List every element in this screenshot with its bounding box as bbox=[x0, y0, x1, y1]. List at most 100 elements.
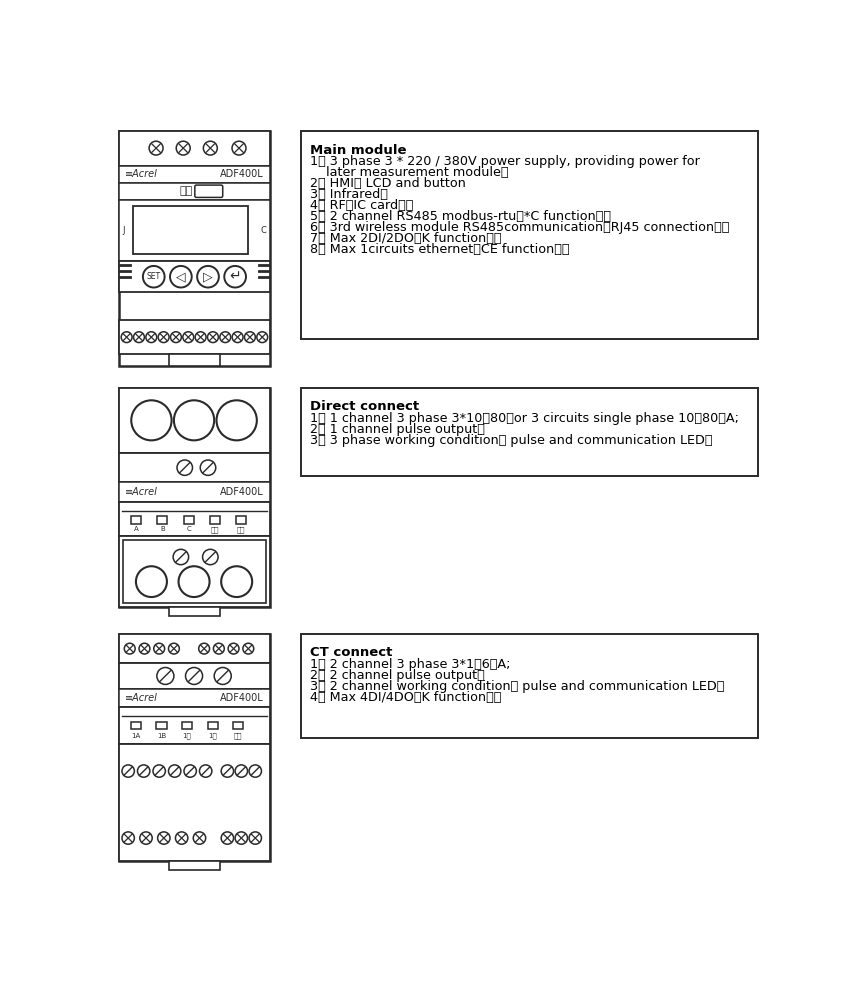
Text: J: J bbox=[123, 226, 124, 235]
Text: 2、 1 channel pulse output；: 2、 1 channel pulse output； bbox=[311, 423, 485, 436]
Bar bbox=[119, 707, 270, 744]
Circle shape bbox=[221, 831, 233, 844]
Circle shape bbox=[200, 460, 215, 476]
Text: later measurement module；: later measurement module； bbox=[311, 166, 509, 179]
Text: ≡Acrel: ≡Acrel bbox=[125, 693, 158, 703]
Circle shape bbox=[137, 765, 150, 778]
Text: 7、 Max 2DI/2DO（K function）；: 7、 Max 2DI/2DO（K function）； bbox=[311, 232, 502, 245]
Bar bbox=[119, 501, 270, 536]
Text: 3、 Infrared；: 3、 Infrared； bbox=[311, 188, 388, 201]
Text: 6、 3rd wireless module RS485communication（RJ45 connection）；: 6、 3rd wireless module RS485communicatio… bbox=[311, 221, 729, 234]
Bar bbox=[119, 663, 270, 689]
Bar bbox=[119, 536, 270, 607]
Circle shape bbox=[224, 266, 246, 287]
Circle shape bbox=[235, 831, 247, 844]
Bar bbox=[184, 516, 194, 523]
Text: ◁: ◁ bbox=[176, 270, 185, 283]
Circle shape bbox=[124, 643, 136, 654]
Bar bbox=[157, 516, 167, 523]
Text: 2、 HMI： LCD and button: 2、 HMI： LCD and button bbox=[311, 177, 466, 190]
Circle shape bbox=[178, 566, 209, 597]
Text: 通信: 通信 bbox=[234, 733, 243, 739]
Bar bbox=[123, 540, 266, 603]
Circle shape bbox=[140, 831, 152, 844]
Bar bbox=[119, 744, 270, 861]
Bar bbox=[301, 132, 758, 339]
Circle shape bbox=[197, 266, 219, 287]
Bar bbox=[156, 722, 166, 730]
Circle shape bbox=[168, 643, 179, 654]
Bar bbox=[119, 132, 270, 366]
Bar bbox=[131, 722, 141, 730]
Circle shape bbox=[214, 668, 232, 684]
Circle shape bbox=[121, 332, 132, 343]
Bar bbox=[236, 516, 246, 523]
Bar bbox=[131, 516, 141, 523]
Text: 1、 2 channel 3 phase 3*1（6）A;: 1、 2 channel 3 phase 3*1（6）A; bbox=[311, 658, 511, 671]
Circle shape bbox=[183, 332, 194, 343]
Circle shape bbox=[199, 765, 212, 778]
Circle shape bbox=[157, 668, 174, 684]
Text: 1A: 1A bbox=[131, 733, 141, 739]
Bar bbox=[169, 355, 220, 366]
Text: ADF400L: ADF400L bbox=[220, 693, 263, 703]
Text: C: C bbox=[261, 226, 267, 235]
Circle shape bbox=[221, 765, 233, 778]
Circle shape bbox=[158, 831, 170, 844]
Circle shape bbox=[122, 831, 135, 844]
Circle shape bbox=[171, 332, 181, 343]
Bar bbox=[119, 388, 270, 453]
Bar bbox=[119, 320, 270, 355]
FancyBboxPatch shape bbox=[195, 185, 223, 197]
Bar bbox=[119, 261, 270, 292]
Bar bbox=[133, 205, 248, 253]
Bar bbox=[119, 166, 270, 182]
Bar bbox=[119, 483, 270, 501]
Text: 2、 2 channel pulse output；: 2、 2 channel pulse output； bbox=[311, 669, 485, 682]
Text: 3、 3 phase working condition、 pulse and communication LED；: 3、 3 phase working condition、 pulse and … bbox=[311, 434, 713, 447]
Circle shape bbox=[208, 332, 218, 343]
Circle shape bbox=[139, 643, 150, 654]
Text: CT connect: CT connect bbox=[311, 646, 393, 659]
Circle shape bbox=[221, 566, 252, 597]
Text: 脉冲: 脉冲 bbox=[211, 526, 220, 532]
Text: 1B: 1B bbox=[157, 733, 166, 739]
Text: 1、 3 phase 3 * 220 / 380V power supply, providing power for: 1、 3 phase 3 * 220 / 380V power supply, … bbox=[311, 156, 700, 168]
Bar bbox=[182, 722, 192, 730]
Bar bbox=[208, 722, 218, 730]
Bar bbox=[169, 607, 220, 616]
Bar bbox=[119, 634, 270, 861]
Bar bbox=[119, 199, 270, 261]
Bar bbox=[119, 634, 270, 663]
Circle shape bbox=[216, 401, 257, 441]
Circle shape bbox=[136, 566, 167, 597]
Bar bbox=[119, 182, 270, 199]
Circle shape bbox=[170, 266, 191, 287]
Circle shape bbox=[233, 332, 243, 343]
Circle shape bbox=[175, 831, 188, 844]
Circle shape bbox=[220, 332, 231, 343]
Text: 1脉: 1脉 bbox=[183, 733, 191, 739]
Text: ↵: ↵ bbox=[229, 270, 241, 284]
Text: 5、 2 channel RS485 modbus-rtu（*C function）；: 5、 2 channel RS485 modbus-rtu（*C functio… bbox=[311, 210, 611, 223]
Bar bbox=[301, 634, 758, 738]
Circle shape bbox=[184, 765, 196, 778]
Circle shape bbox=[173, 549, 189, 564]
Text: 3、 2 channel working condition、 pulse and communication LED；: 3、 2 channel working condition、 pulse an… bbox=[311, 680, 725, 693]
Bar bbox=[119, 132, 270, 166]
Text: 红外: 红外 bbox=[179, 186, 192, 196]
Circle shape bbox=[143, 266, 165, 287]
Circle shape bbox=[158, 332, 169, 343]
Circle shape bbox=[168, 765, 181, 778]
Text: 通信: 通信 bbox=[237, 526, 245, 532]
Text: 1通: 1通 bbox=[208, 733, 217, 739]
Text: ADF400L: ADF400L bbox=[220, 487, 263, 497]
Circle shape bbox=[176, 142, 190, 156]
Text: Direct connect: Direct connect bbox=[311, 400, 420, 413]
Circle shape bbox=[131, 401, 172, 441]
Circle shape bbox=[149, 142, 163, 156]
Circle shape bbox=[257, 332, 268, 343]
Bar bbox=[301, 388, 758, 477]
Circle shape bbox=[153, 765, 166, 778]
Text: 1、 1 channel 3 phase 3*10（80）or 3 circuits single phase 10（80）A;: 1、 1 channel 3 phase 3*10（80）or 3 circui… bbox=[311, 412, 740, 425]
